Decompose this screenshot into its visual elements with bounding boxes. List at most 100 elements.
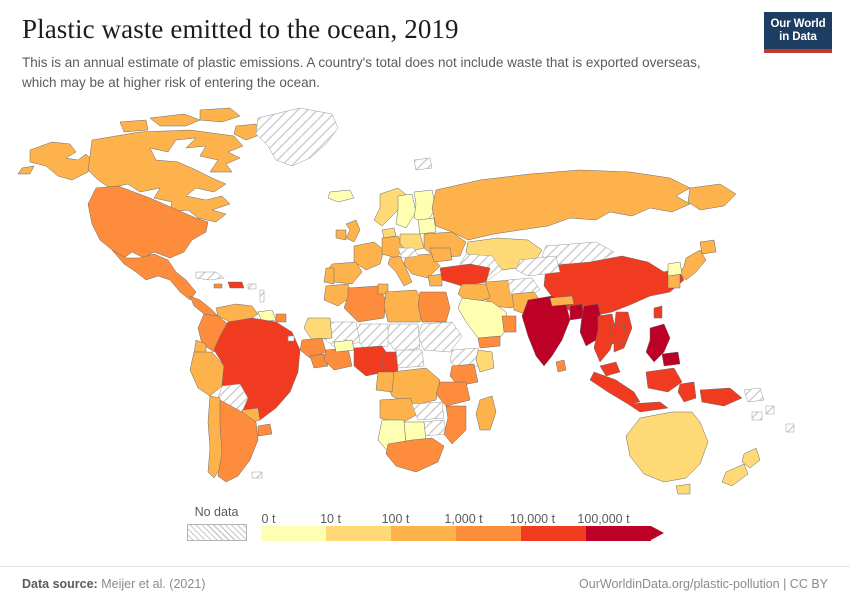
country-tasmania[interactable] [675, 483, 691, 495]
country-kenya-uganda[interactable] [449, 363, 479, 387]
country-baltics[interactable] [417, 217, 437, 235]
country-zimbabwe[interactable] [421, 419, 447, 437]
country-poland[interactable] [399, 233, 425, 253]
legend-tick-5: 100,000 t [577, 512, 630, 526]
footer-attribution[interactable]: OurWorldinData.org/plastic-pollution | C… [579, 576, 828, 591]
country-canada-arctic-isl-1[interactable] [149, 113, 201, 127]
country-libya[interactable] [383, 289, 425, 323]
country-philippines-mindanao[interactable] [661, 351, 681, 367]
country-chad[interactable] [385, 323, 421, 353]
country-zambia[interactable] [411, 401, 445, 421]
country-oman[interactable] [501, 315, 517, 333]
country-morocco[interactable] [323, 283, 353, 307]
country-peru[interactable] [189, 351, 225, 397]
country-japan-north[interactable] [699, 239, 717, 255]
country-gabon-congo[interactable] [375, 371, 395, 393]
country-nepal-bhutan[interactable] [549, 295, 575, 307]
country-niger[interactable] [353, 323, 389, 349]
country-australia[interactable] [625, 411, 709, 483]
country-united-states[interactable] [87, 185, 209, 259]
country-portugal[interactable] [323, 267, 335, 285]
country-indonesia-sumatra[interactable] [589, 371, 641, 405]
country-russia-far-east[interactable] [687, 183, 737, 211]
country-south-africa[interactable] [385, 437, 445, 473]
world-map-svg[interactable] [0, 100, 850, 500]
legend-bin-2[interactable] [325, 526, 391, 541]
country-cuba[interactable] [195, 271, 225, 281]
country-new-zealand-north[interactable] [741, 447, 761, 469]
country-svalbard[interactable] [413, 157, 433, 171]
country-puerto-rico[interactable] [247, 283, 257, 290]
country-indonesia-papua[interactable] [699, 387, 743, 407]
country-indonesia-java[interactable] [627, 401, 669, 413]
country-united-kingdom[interactable] [345, 219, 361, 243]
country-egypt[interactable] [417, 291, 451, 323]
country-angola[interactable] [379, 397, 419, 425]
country-sudan[interactable] [417, 321, 463, 353]
country-philippines[interactable] [645, 323, 671, 363]
country-ireland[interactable] [335, 229, 347, 241]
legend-bar[interactable] [260, 526, 664, 541]
country-hispaniola[interactable] [227, 281, 245, 289]
country-sweden[interactable] [395, 193, 417, 229]
country-mauritania[interactable] [303, 317, 333, 341]
country-north-korea[interactable] [667, 261, 683, 277]
country-taiwan[interactable] [653, 305, 663, 319]
legend-bin-4[interactable] [455, 526, 521, 541]
world-map[interactable] [0, 100, 850, 500]
owid-logo[interactable]: Our World in Data [764, 12, 832, 53]
country-malaysia-borneo[interactable] [645, 367, 683, 393]
country-papua-new-guinea[interactable] [743, 387, 765, 403]
country-somalia[interactable] [475, 349, 495, 373]
country-south-korea[interactable] [667, 273, 681, 289]
legend-bin-6[interactable] [585, 526, 651, 541]
country-tanzania[interactable] [435, 381, 471, 407]
country-cambodia-laos[interactable] [609, 323, 627, 345]
country-new-zealand-south[interactable] [721, 463, 749, 487]
country-tibet-xinjiang-nodata[interactable] [515, 255, 561, 277]
country-argentina[interactable] [217, 399, 259, 483]
country-canada-hudson-edge[interactable] [233, 123, 263, 141]
legend-no-data[interactable]: No data [186, 505, 247, 541]
country-romania[interactable] [429, 247, 453, 263]
country-malaysia[interactable] [599, 361, 621, 377]
country-canada-arctic-isl-2[interactable] [199, 107, 241, 123]
country-lesser-antilles[interactable] [259, 289, 265, 303]
country-french-guiana[interactable] [275, 313, 287, 323]
country-sierra-liberia[interactable] [309, 353, 329, 369]
country-india[interactable] [521, 295, 571, 367]
country-madagascar[interactable] [475, 395, 497, 431]
country-pacific-islands[interactable] [765, 405, 775, 415]
country-alaska[interactable] [29, 141, 93, 181]
country-iceland[interactable] [327, 189, 355, 203]
country-turkey[interactable] [439, 263, 491, 287]
legend-bin-1[interactable] [260, 526, 326, 541]
country-fiji[interactable] [785, 423, 795, 433]
country-russia[interactable] [431, 169, 691, 241]
country-uruguay[interactable] [257, 423, 273, 437]
legend-bin-5[interactable] [520, 526, 586, 541]
country-greenland[interactable] [255, 107, 339, 167]
country-canada-arctic-isl-3[interactable] [119, 119, 149, 133]
country-yemen[interactable] [477, 335, 501, 349]
country-japan[interactable] [679, 249, 707, 281]
country-mozambique[interactable] [443, 405, 467, 445]
legend-color-scale[interactable]: 0 t 10 t 100 t 1,000 t 10,000 t 100,000 … [260, 509, 664, 541]
country-jamaica[interactable] [213, 283, 223, 289]
country-sri-lanka[interactable] [555, 359, 567, 373]
country-greece[interactable] [427, 273, 443, 287]
country-italy[interactable] [387, 255, 413, 287]
country-mexico[interactable] [111, 249, 197, 301]
country-falkland-islands[interactable] [251, 471, 263, 479]
country-myanmar[interactable] [579, 303, 603, 347]
country-balkans[interactable] [403, 253, 441, 279]
country-indonesia-sulawesi[interactable] [677, 381, 697, 403]
country-austria-hungary-area[interactable] [397, 247, 419, 259]
country-burkina[interactable] [333, 339, 355, 353]
country-central-african-republic[interactable] [395, 349, 425, 369]
country-solomon-islands[interactable] [751, 411, 763, 421]
country-canada[interactable] [87, 129, 244, 223]
legend-bin-3[interactable] [390, 526, 456, 541]
country-alaska-islands[interactable] [17, 165, 35, 175]
country-cape-verde[interactable] [287, 335, 295, 342]
